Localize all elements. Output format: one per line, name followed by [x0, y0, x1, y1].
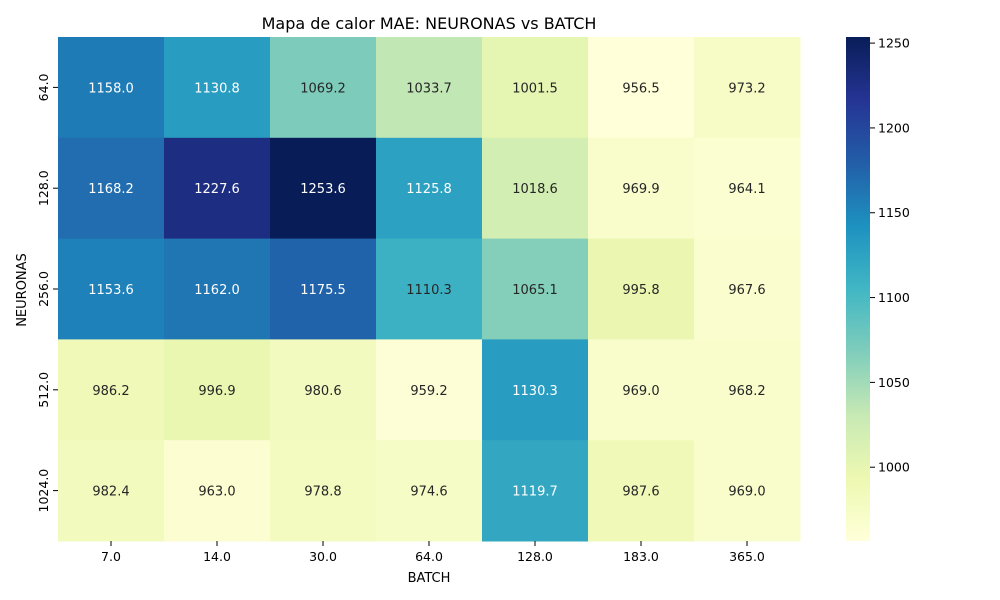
- cell-value-label: 1130.8: [194, 81, 240, 96]
- heatmap-cell: [164, 137, 271, 240]
- heatmap-cell: [58, 238, 165, 340]
- colorbar-gradient: [846, 37, 870, 541]
- cell-value-label: 1110.3: [406, 283, 452, 298]
- cell-value-label: 1125.8: [406, 182, 452, 197]
- heatmap-cell: [58, 440, 165, 542]
- colorbar-ticks: 1000 1050 1100 1150 1200 1250: [870, 36, 910, 475]
- x-axis-label: BATCH: [408, 571, 451, 586]
- heatmap-cell: [164, 238, 271, 340]
- cell-value-label: 978.8: [304, 485, 341, 500]
- x-tick-label: 7.0: [101, 549, 121, 564]
- cell-value-label: 1119.7: [512, 485, 558, 500]
- cell-value-label: 996.9: [198, 384, 235, 399]
- y-axis-ticks: 64.0 128.0 256.0 512.0 1024.0: [36, 73, 58, 512]
- cell-value-label: 995.8: [622, 283, 659, 298]
- x-tick-label: 365.0: [729, 549, 765, 564]
- x-tick-label: 14.0: [203, 549, 231, 564]
- x-axis-ticks: 7.0 14.0 30.0 64.0 128.0 183.0 365.0: [101, 541, 765, 564]
- heatmap-cell: [376, 339, 483, 441]
- cell-value-label: 959.2: [410, 384, 447, 399]
- heatmap-cell: [270, 238, 377, 340]
- colorbar: 1000 1050 1100 1150 1200 1250: [846, 36, 910, 541]
- heatmap-cell: [58, 339, 165, 441]
- cell-value-label: 986.2: [92, 384, 129, 399]
- cell-value-label: 956.5: [622, 81, 659, 96]
- x-tick-label: 128.0: [517, 549, 553, 564]
- heatmap-cell: [588, 440, 695, 542]
- heatmap-cell: [270, 339, 377, 441]
- cell-value-label: 969.9: [622, 182, 659, 197]
- colorbar-tick-label: 1000: [878, 460, 910, 475]
- heatmap-cell: [376, 137, 483, 240]
- x-tick-label: 64.0: [415, 549, 443, 564]
- heatmap-cell: [376, 238, 483, 340]
- heatmap-cell: [270, 440, 377, 542]
- cell-value-label: 964.1: [728, 182, 765, 197]
- cell-value-label: 969.0: [622, 384, 659, 399]
- cell-value-label: 1001.5: [512, 81, 558, 96]
- cell-value-label: 987.6: [622, 485, 659, 500]
- cell-value-label: 1033.7: [406, 81, 452, 96]
- heatmap-cell: [482, 339, 589, 441]
- heatmap-cell: [164, 37, 271, 139]
- cell-value-label: 963.0: [198, 485, 235, 500]
- cell-value-label: 1130.3: [512, 384, 558, 399]
- heatmap-cell: [694, 137, 801, 240]
- heatmap-cell: [694, 238, 801, 340]
- cell-value-label: 1018.6: [512, 182, 558, 197]
- y-axis-label: NEURONAS: [15, 253, 30, 327]
- y-tick-label: 128.0: [36, 170, 51, 206]
- cell-value-label: 1069.2: [300, 81, 346, 96]
- heatmap-cell: [588, 238, 695, 340]
- cell-value-label: 1065.1: [512, 283, 558, 298]
- cell-value-label: 1175.5: [300, 283, 346, 298]
- x-tick-label: 183.0: [623, 549, 659, 564]
- colorbar-tick-label: 1250: [878, 36, 910, 51]
- heatmap-cell: [164, 440, 271, 542]
- cell-value-label: 969.0: [728, 485, 765, 500]
- heatmap-cell: [58, 137, 165, 240]
- heatmap-cell: [164, 339, 271, 441]
- x-tick-label: 30.0: [309, 549, 337, 564]
- cell-value-label: 1253.6: [300, 182, 346, 197]
- heatmap-cell: [588, 339, 695, 441]
- colorbar-tick-label: 1100: [878, 290, 910, 305]
- y-tick-label: 256.0: [36, 271, 51, 307]
- cell-value-label: 967.6: [728, 283, 765, 298]
- cell-value-label: 968.2: [728, 384, 765, 399]
- heatmap-cell: [270, 137, 377, 240]
- heatmap-cell: [694, 440, 801, 542]
- cell-value-label: 982.4: [92, 485, 129, 500]
- heatmap-cell: [270, 37, 377, 139]
- heatmap-cells: 1158.0 1130.8 1069.2 1033.7 1001.5 956.5 973.2…: [58, 37, 801, 542]
- heatmap-cell: [482, 440, 589, 542]
- heatmap-cell: [588, 37, 695, 139]
- cell-value-label: 973.2: [728, 81, 765, 96]
- colorbar-tick-label: 1050: [878, 375, 910, 390]
- heatmap-cell: [376, 37, 483, 139]
- heatmap-cell: [58, 37, 165, 139]
- heatmap-cell: [694, 339, 801, 441]
- cell-value-label: 1168.2: [88, 182, 134, 197]
- cell-value-label: 980.6: [304, 384, 341, 399]
- colorbar-tick-label: 1150: [878, 205, 910, 220]
- heatmap-cell: [588, 137, 695, 240]
- heatmap-cell: [482, 137, 589, 240]
- cell-value-label: 1158.0: [88, 81, 134, 96]
- heatmap-cell: [376, 440, 483, 542]
- cell-value-label: 1227.6: [194, 182, 240, 197]
- cell-value-label: 1153.6: [88, 283, 134, 298]
- y-tick-label: 1024.0: [36, 469, 51, 513]
- heatmap-cell: [482, 238, 589, 340]
- chart-title: Mapa de calor MAE: NEURONAS vs BATCH: [262, 14, 597, 33]
- heatmap-cell: [482, 37, 589, 139]
- cell-value-label: 1162.0: [194, 283, 240, 298]
- cell-value-label: 974.6: [410, 485, 447, 500]
- y-tick-label: 512.0: [36, 372, 51, 408]
- y-tick-label: 64.0: [36, 73, 51, 101]
- heatmap-cell: [694, 37, 801, 139]
- colorbar-tick-label: 1200: [878, 120, 910, 135]
